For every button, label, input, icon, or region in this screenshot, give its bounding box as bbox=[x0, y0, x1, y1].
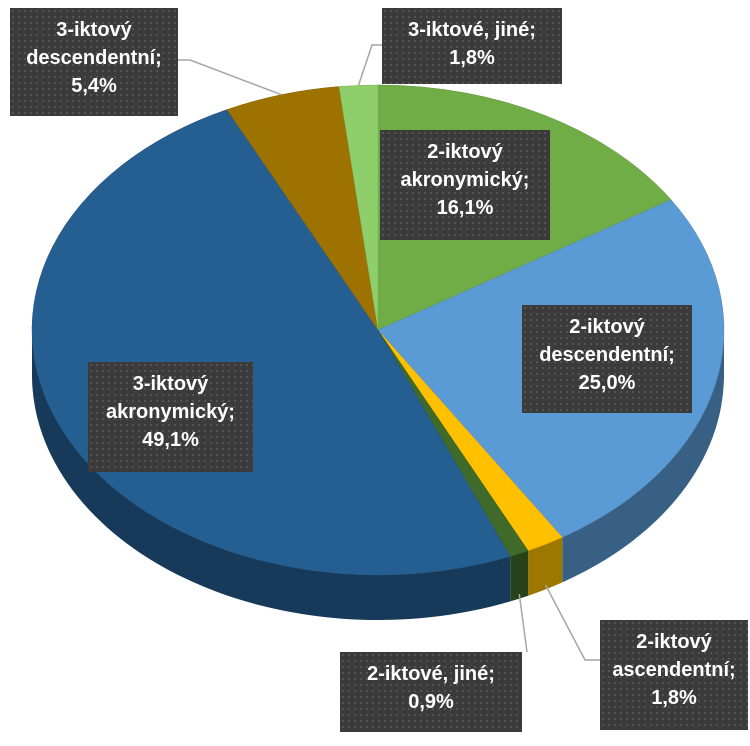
pie-side bbox=[562, 330, 724, 583]
label-category: 2-iktový akronymický; bbox=[400, 141, 530, 191]
label-value: 16,1% bbox=[436, 197, 494, 219]
data-label: 3-iktový descendentní; 5,4% bbox=[10, 8, 178, 116]
pie-side bbox=[32, 330, 511, 621]
label-category: 3-iktové, jiné; bbox=[408, 19, 536, 41]
leader-line bbox=[178, 59, 282, 96]
label-value: 25,0% bbox=[578, 372, 636, 394]
label-category: 3-iktový akronymický; bbox=[106, 373, 235, 423]
label-category: 2-iktový ascendentní; bbox=[612, 631, 736, 681]
leader-line bbox=[544, 584, 602, 661]
label-category: 3-iktový descendentní; bbox=[26, 19, 162, 69]
pie-side bbox=[510, 550, 529, 602]
label-category: 2-iktové, jiné; bbox=[367, 663, 495, 685]
data-label: 3-iktové, jiné; 1,8% bbox=[382, 8, 562, 84]
data-label: 2-iktový descendentní; 25,0% bbox=[522, 305, 692, 413]
leader-line bbox=[357, 44, 382, 86]
data-label: 2-iktový ascendentní; 1,8% bbox=[600, 620, 748, 730]
data-label: 2-iktové, jiné; 0,9% bbox=[340, 652, 522, 732]
label-category: 2-iktový descendentní; bbox=[539, 316, 675, 366]
leader-line bbox=[518, 594, 528, 653]
label-value: 1,8% bbox=[449, 47, 495, 69]
pie-side bbox=[528, 537, 563, 596]
label-value: 5,4% bbox=[71, 75, 117, 97]
label-value: 0,9% bbox=[408, 691, 454, 713]
label-value: 1,8% bbox=[651, 687, 697, 709]
data-label: 3-iktový akronymický; 49,1% bbox=[88, 362, 253, 472]
data-label: 2-iktový akronymický; 16,1% bbox=[380, 130, 550, 240]
label-value: 49,1% bbox=[142, 429, 199, 451]
